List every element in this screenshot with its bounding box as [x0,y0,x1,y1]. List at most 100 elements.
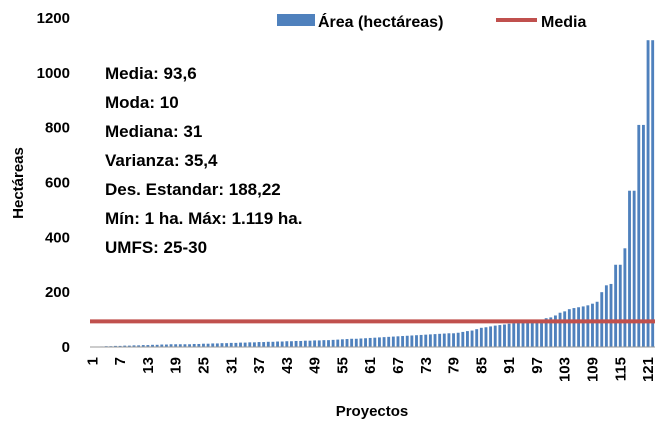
bar-project-109 [591,303,594,347]
stat-mediana: Mediana: 31 [105,122,202,141]
bar-project-113 [609,283,613,347]
stats-annotation: Media: 93,6 Moda: 10 Mediana: 31 Varianz… [105,64,302,257]
bar-project-115 [618,264,622,347]
bar-project-19 [174,344,178,347]
x-tick-labels: 1 7 13 19 25 31 37 43 49 55 61 67 73 79 85 91 97 103 109 11… [84,357,657,382]
bar-project-29 [220,343,224,347]
bar-project-39 [266,341,270,347]
bar-project-16 [160,344,164,347]
bar-project-21 [183,344,187,347]
y-tick-label: 800 [45,120,70,137]
bar-project-106 [577,307,581,347]
bar-project-23 [192,343,196,347]
x-tick-label: 37 [251,357,268,374]
bar-project-103 [563,311,567,347]
bar-project-48 [308,340,312,347]
bar-project-73 [424,334,428,347]
bar-project-22 [188,344,191,347]
x-tick-label: 121 [640,357,657,382]
bar-project-94 [521,322,525,347]
bar-project-87 [489,326,493,347]
bar-project-83 [470,330,474,347]
stat-min-max: Mín: 1 ha. Máx: 1.119 ha. [105,209,302,228]
bar-project-61 [368,337,372,347]
bar-project-24 [197,343,201,347]
x-tick-label: 19 [168,357,185,374]
bar-project-59 [359,338,363,347]
bar-project-18 [169,344,173,347]
bar-project-42 [280,341,284,347]
bar-project-79 [452,333,455,347]
bar-project-81 [461,331,465,347]
bar-project-34 [243,342,247,347]
bar-project-33 [239,342,242,347]
bar-project-67 [396,336,400,347]
bar-project-116 [623,248,627,347]
bar-project-74 [428,334,432,347]
bar-project-99 [544,318,548,347]
bar-project-80 [456,332,460,347]
bar-project-102 [558,312,562,347]
bar-project-107 [581,306,585,347]
x-tick-label: 85 [473,357,490,374]
y-axis-title: Hectáreas [10,147,27,219]
bar-project-114 [614,264,618,347]
bar-project-31 [229,342,233,347]
bar-project-63 [378,337,381,347]
stat-desviacion: Des. Estandar: 188,22 [105,180,281,199]
legend: Área (hectáreas) Media [277,12,586,31]
bar-project-37 [257,342,261,347]
bar-project-10 [132,345,136,347]
bar-project-120 [641,124,645,347]
bar-project-96 [530,320,534,347]
x-axis-title: Proyectos [336,403,409,420]
bar-project-100 [549,317,553,347]
bar-project-28 [215,343,219,347]
bar-project-38 [262,342,266,347]
bar-project-32 [234,342,238,347]
x-tick-label: 43 [279,357,296,374]
bar-project-97 [535,320,539,347]
x-tick-label: 97 [529,357,546,374]
x-tick-label: 103 [557,357,574,382]
x-tick-label: 25 [195,357,212,374]
bar-project-72 [419,334,423,347]
bar-project-47 [303,340,307,347]
bar-project-104 [567,309,571,347]
x-tick-label: 115 [612,357,629,381]
legend-swatch-area [277,14,315,26]
y-tick-label: 600 [45,175,70,192]
y-tick-labels: 0 200 400 600 800 1000 1200 [37,10,70,356]
bar-project-75 [433,334,437,347]
x-tick-label: 31 [223,357,240,374]
bar-project-112 [604,285,608,347]
bar-project-78 [447,333,451,347]
bar-project-119 [637,124,641,347]
x-tick-label: 49 [307,357,324,374]
bar-project-65 [387,336,391,347]
bar-project-15 [155,344,159,347]
bar-project-64 [382,337,386,347]
bar-project-69 [405,335,409,347]
bar-project-56 [345,339,349,347]
bar-project-46 [299,340,303,347]
bar-project-11 [137,345,141,347]
bar-project-44 [290,341,293,347]
x-tick-label: 109 [584,357,601,382]
bar-project-57 [350,338,354,347]
x-tick-label: 1 [84,357,101,365]
bar-project-108 [586,305,590,347]
bar-project-54 [336,339,340,347]
bar-project-55 [340,339,344,347]
bar-project-89 [498,325,502,347]
bar-project-92 [512,323,516,347]
x-tick-label: 61 [362,357,379,374]
bar-project-98 [540,319,543,347]
bar-series-area [90,40,655,348]
stat-moda: Moda: 10 [105,93,179,112]
bar-project-68 [401,336,405,347]
bar-project-122 [651,40,655,348]
x-tick-label: 13 [140,357,157,374]
y-tick-label: 400 [45,229,70,246]
